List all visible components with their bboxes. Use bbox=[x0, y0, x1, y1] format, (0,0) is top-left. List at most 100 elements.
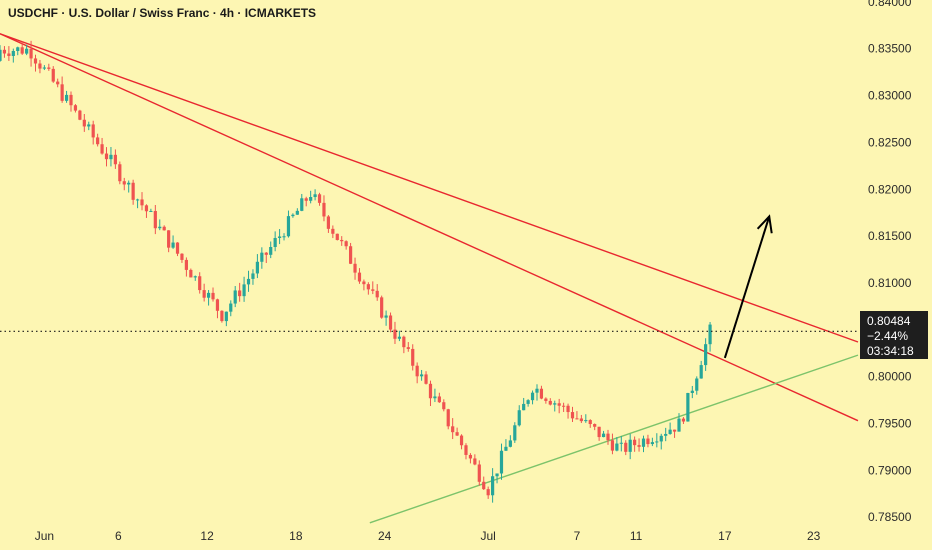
candle-body bbox=[672, 429, 677, 432]
candle-body bbox=[593, 424, 597, 427]
candle-body bbox=[371, 289, 375, 291]
candle-body bbox=[468, 454, 473, 459]
price-tag-price: 0.80484 bbox=[867, 314, 911, 328]
candle-body bbox=[269, 247, 273, 255]
candle-body bbox=[415, 365, 419, 377]
candle-body bbox=[91, 124, 95, 138]
candle-body bbox=[255, 261, 259, 274]
candle-body bbox=[442, 402, 446, 410]
candle-body bbox=[82, 119, 86, 127]
candle-body bbox=[295, 210, 299, 215]
candle-body bbox=[584, 420, 588, 422]
candle-body bbox=[282, 236, 286, 238]
candle-body bbox=[198, 276, 202, 291]
candle-body bbox=[238, 290, 242, 297]
candle-body bbox=[695, 378, 699, 391]
candle-body bbox=[495, 473, 499, 477]
candle-body bbox=[153, 210, 157, 229]
candle-body bbox=[264, 252, 268, 255]
candle-body bbox=[539, 388, 544, 399]
chart-title: USDCHF · U.S. Dollar / Swiss Franc · 4h … bbox=[8, 6, 317, 20]
candle-body bbox=[708, 324, 712, 345]
candle-body bbox=[317, 194, 322, 203]
candle-body bbox=[362, 281, 366, 285]
time-tick-label: 6 bbox=[115, 529, 122, 543]
candle-body bbox=[175, 242, 180, 254]
price-tick-label: 0.78500 bbox=[868, 510, 912, 524]
candle-body bbox=[668, 429, 672, 434]
candle-body bbox=[2, 49, 7, 54]
candle-body bbox=[553, 403, 557, 405]
candle-body bbox=[375, 290, 379, 298]
candle-body bbox=[624, 442, 628, 452]
candle-body bbox=[606, 433, 610, 441]
candle-body bbox=[7, 53, 11, 56]
candle-body bbox=[335, 233, 339, 240]
candle-body bbox=[326, 216, 331, 229]
candle-body bbox=[459, 435, 464, 446]
price-tick-label: 0.83500 bbox=[868, 42, 912, 56]
candle-body bbox=[0, 49, 2, 61]
candle-body bbox=[180, 253, 184, 260]
candle-body bbox=[513, 425, 517, 441]
price-tick-label: 0.79500 bbox=[868, 417, 912, 431]
price-axis: 0.84000 0.83500 0.83000 0.82500 0.82000 0.815… bbox=[868, 0, 912, 524]
candle-body bbox=[544, 398, 548, 401]
candle-body bbox=[437, 396, 441, 403]
candle-body bbox=[499, 450, 504, 474]
candle-body bbox=[215, 299, 220, 311]
candle-body bbox=[690, 390, 694, 393]
candle-body bbox=[397, 336, 402, 339]
candle-body bbox=[637, 445, 641, 447]
candle-body bbox=[56, 81, 60, 85]
candle-body bbox=[220, 310, 224, 322]
candle-body bbox=[446, 409, 450, 427]
lower-channel-line bbox=[0, 33, 859, 422]
candle-body bbox=[677, 418, 681, 432]
candle-body bbox=[313, 194, 317, 198]
candle-body bbox=[619, 442, 623, 444]
candle-body bbox=[388, 315, 393, 330]
price-tick-label: 0.82500 bbox=[868, 135, 912, 149]
candle-body bbox=[260, 252, 264, 262]
time-tick-label: 7 bbox=[574, 529, 581, 543]
time-tick-label: 11 bbox=[630, 529, 643, 543]
time-tick-label: 23 bbox=[807, 529, 821, 543]
candle-body bbox=[535, 388, 539, 393]
candle-body bbox=[286, 216, 291, 237]
time-tick-label: 24 bbox=[378, 529, 392, 543]
candle-body bbox=[473, 458, 477, 465]
candle-body bbox=[309, 197, 313, 201]
candle-body bbox=[579, 418, 583, 422]
candle-body bbox=[273, 237, 277, 248]
price-tick-label: 0.81500 bbox=[868, 229, 912, 243]
candle-body bbox=[135, 199, 140, 201]
candle-body bbox=[406, 347, 410, 349]
candle-body bbox=[655, 441, 659, 443]
candle-body bbox=[202, 290, 206, 298]
candle-body bbox=[51, 68, 55, 82]
candle-body bbox=[428, 383, 433, 399]
candle-body bbox=[526, 400, 530, 404]
candle-body bbox=[69, 94, 73, 106]
candle-body bbox=[664, 433, 668, 436]
candle-body bbox=[87, 124, 91, 127]
candle-body bbox=[38, 63, 42, 69]
candle-body bbox=[193, 276, 197, 278]
candle-body bbox=[224, 311, 228, 322]
candle-body bbox=[73, 105, 78, 111]
candle-body bbox=[570, 412, 575, 419]
candle-body bbox=[402, 336, 406, 348]
candle-body bbox=[211, 292, 215, 300]
candle-body bbox=[477, 464, 481, 482]
candle-body bbox=[11, 50, 15, 56]
time-tick-label: 12 bbox=[200, 529, 214, 543]
price-tick-label: 0.82000 bbox=[868, 182, 912, 196]
price-tick-label: 0.84000 bbox=[868, 0, 912, 9]
candle-body bbox=[304, 198, 308, 201]
candle-body bbox=[464, 445, 468, 455]
candle-body bbox=[29, 48, 33, 59]
candle-body bbox=[33, 58, 38, 64]
candle-body bbox=[517, 410, 521, 426]
